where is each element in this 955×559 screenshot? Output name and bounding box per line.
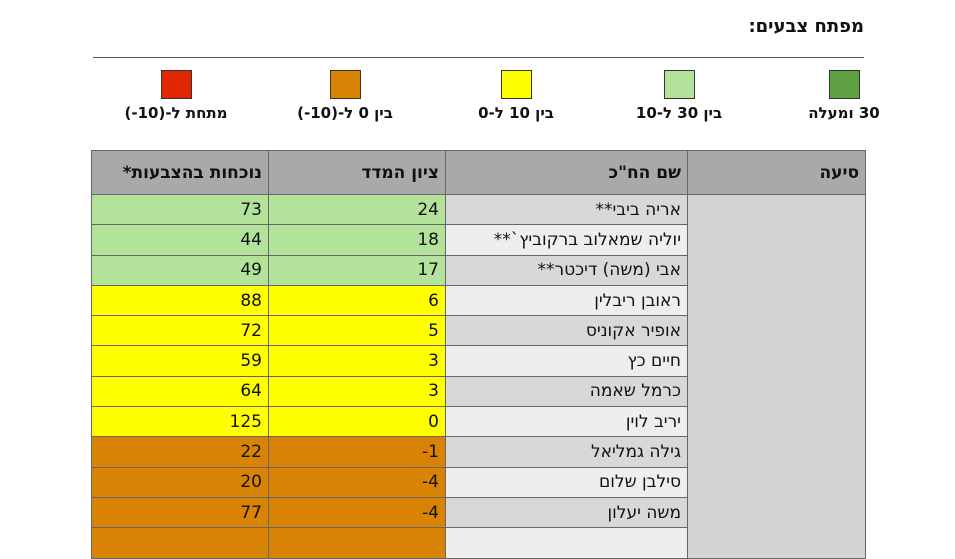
legend-item-10-30: בין 30 ל-10 <box>599 70 759 122</box>
attendance-cell: 72 <box>91 315 269 347</box>
legend-swatch <box>160 70 192 99</box>
attendance-cell: 49 <box>91 254 269 286</box>
index-score-cell: 3 <box>268 375 446 408</box>
legend-swatch <box>828 70 860 99</box>
table-row: כרמל שאמה 3 64 <box>91 375 866 408</box>
attendance-cell: 59 <box>91 345 269 377</box>
member-name-cell: כרמל שאמה <box>445 375 688 408</box>
header-party: סיעה <box>687 150 866 195</box>
header-vote-attendance: נוכחות בהצבעות* <box>91 150 269 195</box>
legend-swatch <box>663 70 695 99</box>
party-cell <box>687 194 866 559</box>
member-name-cell: יוליה שמאלוב ברקוביץ`** <box>445 224 688 256</box>
members-table: סיעה שם הח"כ ציון המדד נוכחות בהצבעות* א… <box>91 150 866 559</box>
member-name-cell: ראובן ריבלין <box>445 284 688 317</box>
header-index-score: ציון המדד <box>268 150 446 195</box>
index-score-cell: 18 <box>268 224 446 256</box>
table-row: אריה ביבי** 24 73 <box>91 193 866 559</box>
attendance-cell: 73 <box>91 193 269 226</box>
table-row: גילה גמליאל -1 22 <box>91 436 866 468</box>
index-score-cell: 17 <box>268 254 446 286</box>
attendance-cell: 88 <box>91 284 269 317</box>
table-body: אריה ביבי** 24 73 יוליה שמאלוב ברקוביץ`** 18… <box>91 193 866 559</box>
table-header-row: סיעה שם הח"כ ציון המדד נוכחות בהצבעות* <box>91 150 866 195</box>
color-legend: 30 ומעלה בין 30 ל-10 בין 10 ל-0 בין 0 ל-… <box>93 70 880 130</box>
attendance-cell: 77 <box>91 496 269 529</box>
legend-item-0-10: בין 10 ל-0 <box>436 70 596 122</box>
legend-swatch <box>329 70 361 99</box>
table-row: יוליה שמאלוב ברקוביץ`** 18 44 <box>91 224 866 256</box>
member-name-cell: גילה גמליאל <box>445 436 688 468</box>
index-score-cell: -4 <box>268 496 446 529</box>
table-row: משה יעלון -4 77 <box>91 496 866 529</box>
legend-label: בין 10 ל-0 <box>478 104 554 122</box>
attendance-cell: 64 <box>91 375 269 408</box>
member-name-cell: סילבן שלום <box>445 466 688 498</box>
index-score-cell: 6 <box>268 284 446 317</box>
index-score-cell: 5 <box>268 315 446 347</box>
member-name-cell: יריב לוין <box>445 406 688 438</box>
legend-label: בין 0 ל-(10-) <box>297 104 393 122</box>
member-name-cell: אופיר אקוניס <box>445 315 688 347</box>
legend-title: מפתח צבעים: <box>748 16 864 37</box>
member-name-cell <box>445 527 688 559</box>
index-score-cell: 0 <box>268 406 446 438</box>
attendance-cell: 22 <box>91 436 269 468</box>
index-score-cell: 24 <box>268 193 446 226</box>
legend-label: בין 30 ל-10 <box>635 104 723 122</box>
index-score-cell <box>268 527 446 559</box>
index-score-cell: 3 <box>268 345 446 377</box>
legend-divider <box>93 57 864 58</box>
attendance-cell: 44 <box>91 224 269 256</box>
member-name-cell: משה יעלון <box>445 496 688 529</box>
legend-swatch <box>500 70 532 99</box>
index-score-cell: -4 <box>268 466 446 498</box>
member-name-cell: אריה ביבי** <box>445 193 688 226</box>
attendance-cell <box>91 527 269 559</box>
attendance-cell: 125 <box>91 406 269 438</box>
table-row: אבי (משה) דיכטר** 17 49 <box>91 254 866 286</box>
index-score-cell: -1 <box>268 436 446 468</box>
legend-item-below-minus10: מתחת ל-(10-) <box>96 70 256 122</box>
table-row: יריב לוין 0 125 <box>91 406 866 438</box>
legend-item-minus10-0: בין 0 ל-(10-) <box>265 70 425 122</box>
legend-label: מתחת ל-(10-) <box>124 104 228 122</box>
member-name-cell: אבי (משה) דיכטר** <box>445 254 688 286</box>
header-member-name: שם הח"כ <box>445 150 688 195</box>
member-name-cell: חיים כץ <box>445 345 688 377</box>
legend-label: 30 ומעלה <box>808 104 880 122</box>
attendance-cell: 20 <box>91 466 269 498</box>
legend-item-30-plus: 30 ומעלה <box>764 70 924 122</box>
table-row: חיים כץ 3 59 <box>91 345 866 377</box>
